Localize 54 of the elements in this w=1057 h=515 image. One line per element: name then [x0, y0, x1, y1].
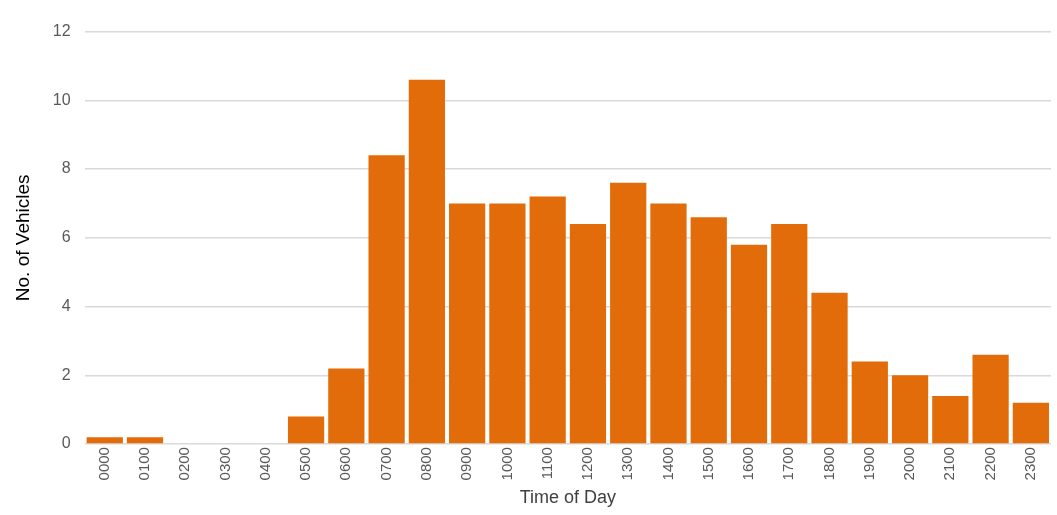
bar	[730, 244, 768, 444]
x-tick-label: 0200	[175, 447, 193, 481]
y-tick-label: 8	[61, 159, 71, 177]
y-tick-label: 10	[52, 90, 71, 108]
bar	[86, 437, 123, 444]
bar	[408, 79, 445, 444]
bar	[891, 375, 929, 444]
x-tick-label: 0300	[215, 447, 233, 481]
bar	[368, 155, 405, 444]
bar	[771, 224, 808, 444]
bar	[650, 203, 687, 444]
bar	[287, 416, 325, 444]
x-tick-label: 1900	[859, 447, 877, 481]
bar	[972, 354, 1009, 444]
x-tick-label: 1300	[618, 447, 636, 481]
x-tick-label: 0100	[135, 447, 153, 481]
bar	[610, 182, 647, 444]
bar	[932, 395, 969, 444]
y-tick-label: 2	[61, 365, 71, 383]
x-tick-label: 0800	[417, 447, 435, 481]
x-tick-label: 0400	[255, 447, 273, 481]
x-tick-label: 2300	[1021, 447, 1039, 481]
x-tick-label: 0000	[94, 447, 112, 481]
x-tick-label: 1000	[497, 447, 515, 481]
y-tick-label: 6	[61, 228, 71, 246]
x-tick-label: 1400	[658, 447, 676, 481]
x-tick-label: 1600	[739, 447, 757, 481]
x-tick-label: 0900	[457, 447, 475, 481]
y-tick-label: 0	[61, 434, 71, 452]
x-tick-label: 2100	[940, 447, 958, 481]
x-tick-label: 1800	[819, 447, 837, 481]
x-tick-label: 2000	[900, 447, 918, 481]
x-axis-title: Time of Day	[519, 487, 616, 508]
y-axis-title: No. of Vehicles	[11, 174, 33, 302]
bar	[1012, 402, 1049, 444]
x-tick-label: 0600	[336, 447, 354, 481]
bar	[569, 224, 607, 444]
bar	[690, 217, 727, 444]
bar	[126, 437, 164, 444]
x-tick-label: 1100	[537, 447, 555, 480]
x-tick-label: 2200	[980, 447, 998, 481]
bar	[851, 361, 888, 444]
bar	[489, 203, 526, 444]
y-tick-label: 12	[52, 22, 71, 40]
bar	[811, 292, 848, 444]
bar	[529, 196, 566, 444]
x-tick-label: 1500	[698, 447, 716, 481]
x-tick-label: 1700	[779, 447, 797, 481]
x-tick-label: 0700	[376, 447, 394, 481]
x-tick-label: 0500	[296, 447, 314, 481]
bar	[449, 203, 486, 444]
x-tick-label: 1200	[578, 447, 596, 481]
bar	[328, 368, 365, 444]
y-tick-label: 4	[61, 296, 71, 314]
